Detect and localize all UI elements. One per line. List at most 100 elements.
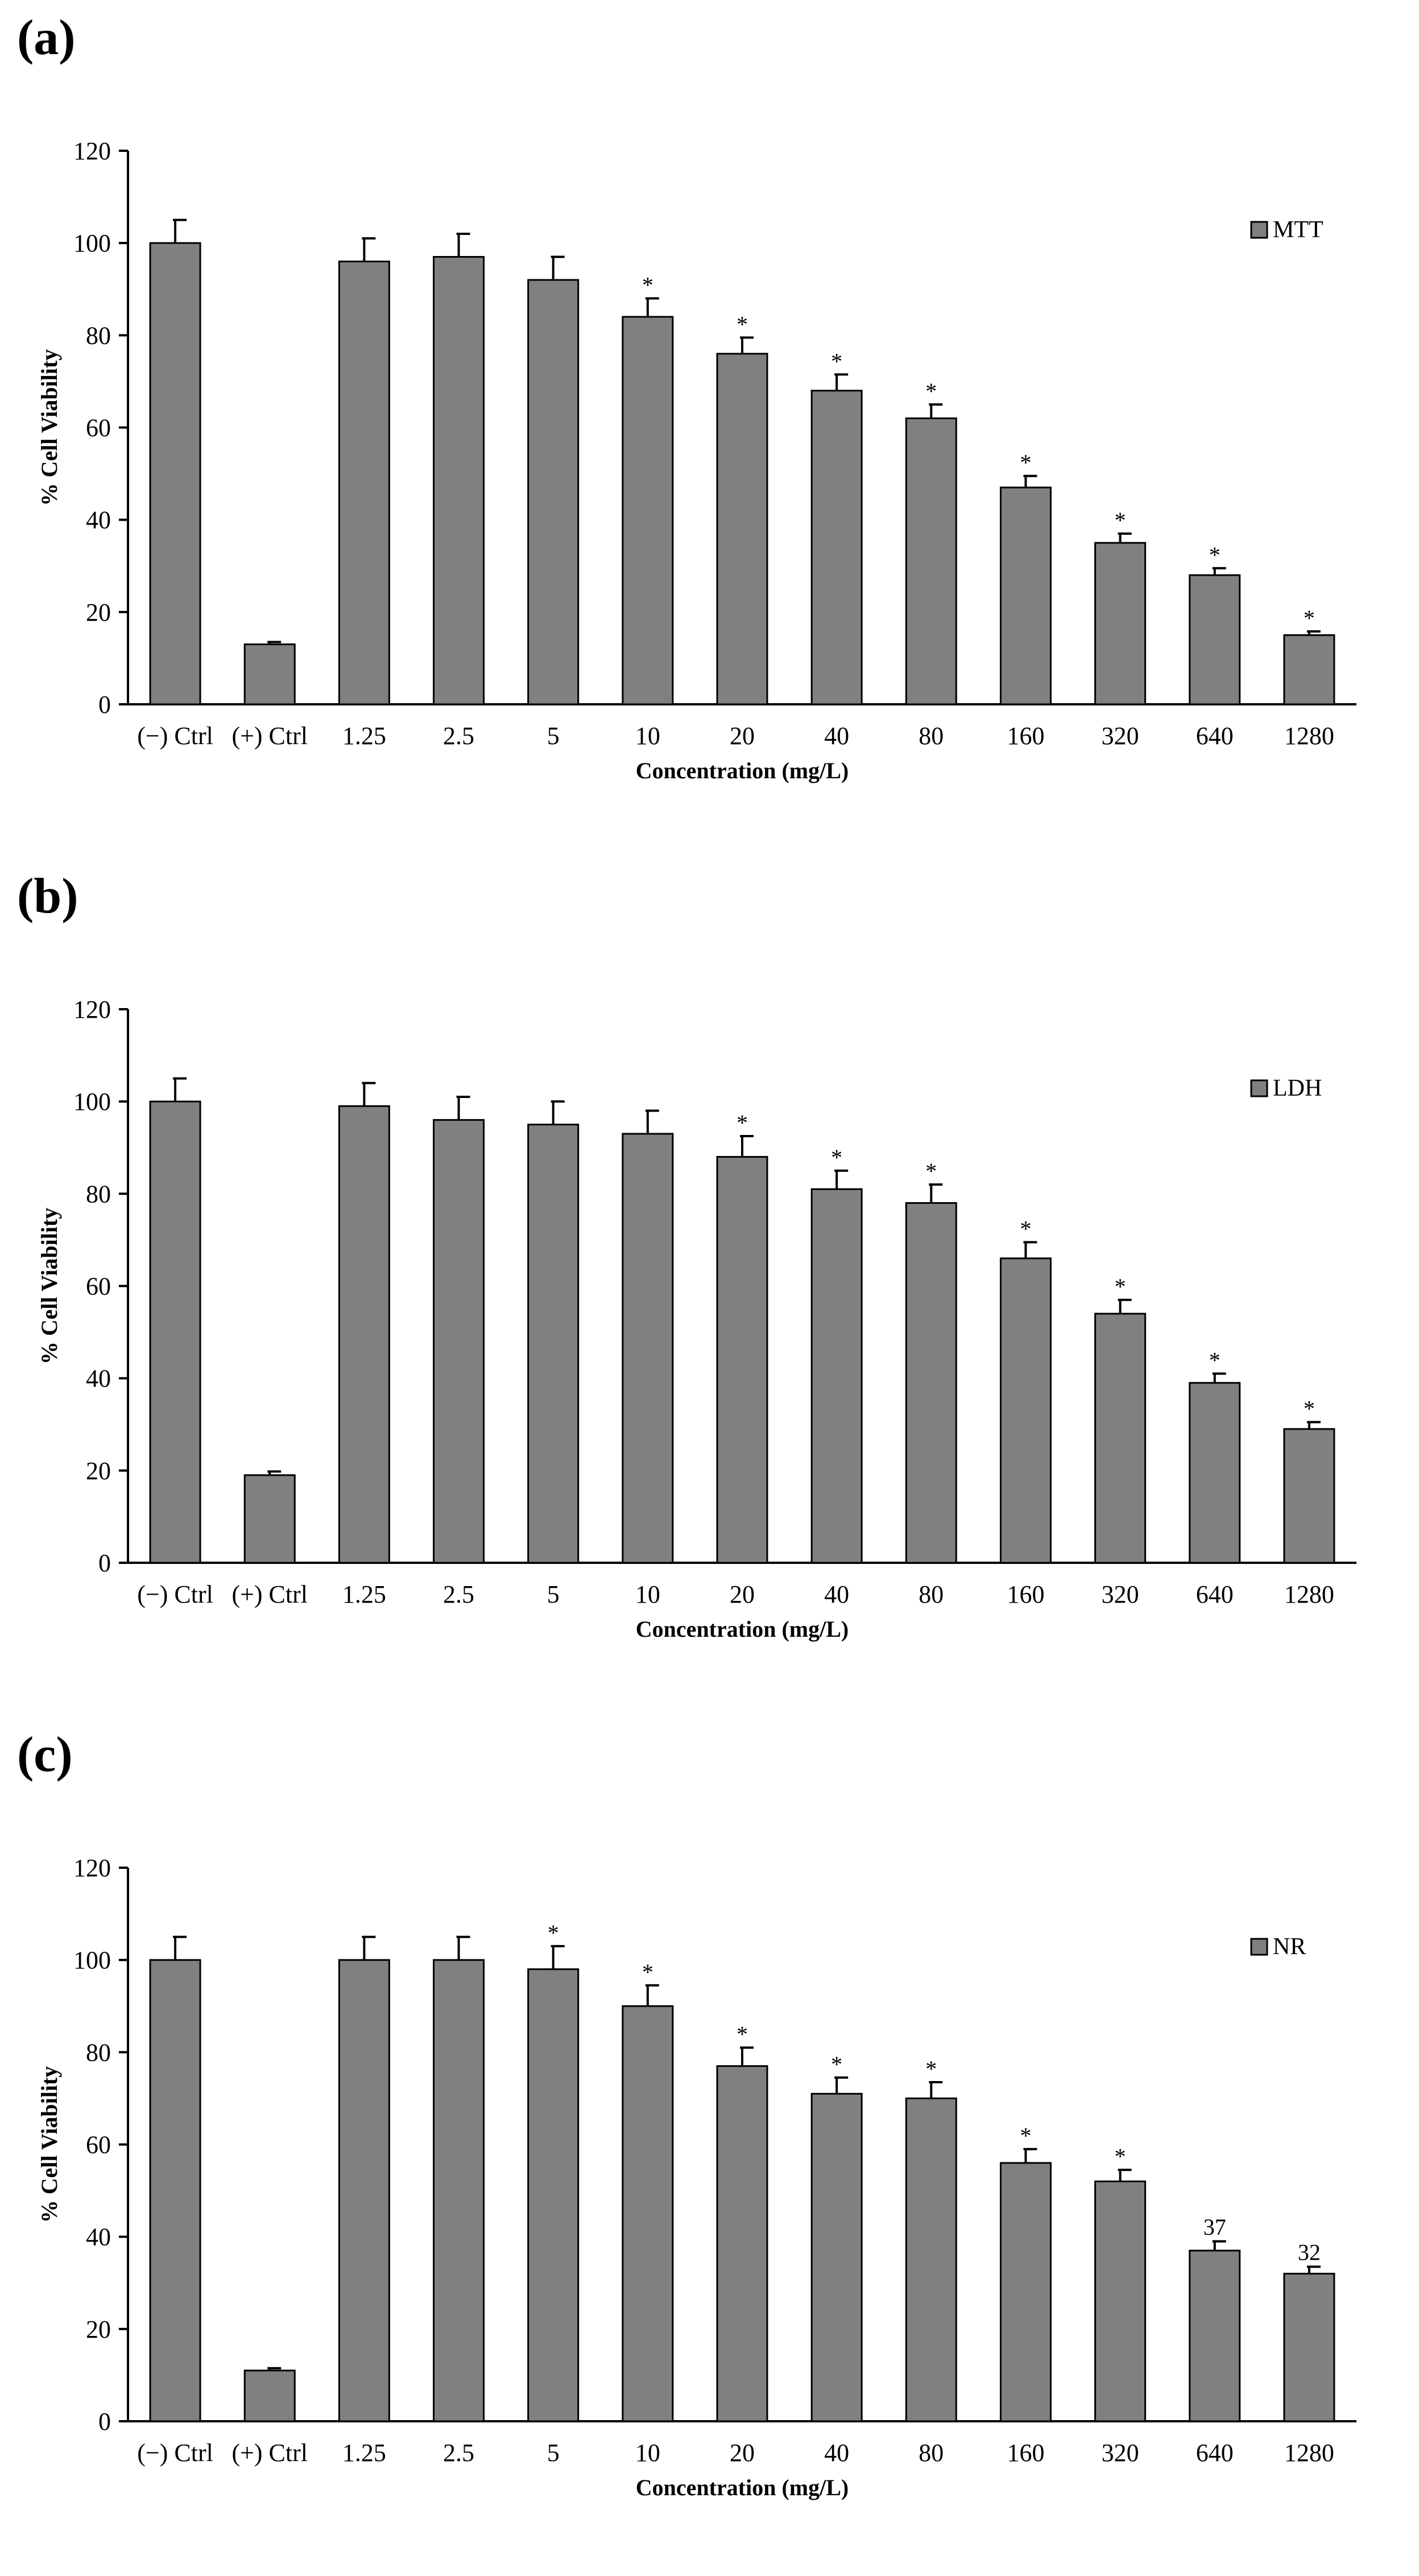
bar bbox=[1094, 1312, 1147, 1564]
x-tick-label: 160 bbox=[1007, 722, 1044, 750]
y-tick-label: 0 bbox=[98, 1549, 111, 1577]
bar bbox=[810, 1188, 863, 1564]
bar bbox=[1189, 1382, 1241, 1564]
y-tick-label: 100 bbox=[73, 229, 111, 257]
bar bbox=[905, 2097, 957, 2422]
y-tick-label: 120 bbox=[73, 996, 111, 1023]
bar bbox=[243, 1474, 296, 1564]
x-tick-label: (−) Ctrl bbox=[137, 1580, 213, 1608]
significance-marker: * bbox=[831, 1145, 842, 1170]
bar bbox=[1283, 2273, 1335, 2422]
x-tick-label: 1.25 bbox=[342, 1580, 386, 1608]
bar bbox=[1094, 542, 1147, 705]
x-tick-label: 80 bbox=[919, 2439, 944, 2467]
x-tick-label: 640 bbox=[1196, 722, 1234, 750]
y-tick-label: 40 bbox=[86, 506, 111, 534]
bar bbox=[905, 1202, 957, 1564]
legend-label: MTT bbox=[1273, 217, 1323, 243]
x-tick-label: 1280 bbox=[1284, 1580, 1334, 1608]
x-tick-label: 10 bbox=[635, 722, 660, 750]
x-tick-label: 640 bbox=[1196, 2439, 1234, 2467]
y-tick-label: 80 bbox=[86, 2038, 111, 2066]
bar bbox=[1283, 1428, 1335, 1564]
x-tick-label: 2.5 bbox=[443, 722, 474, 750]
y-tick-label: 100 bbox=[73, 1946, 111, 1974]
bar bbox=[149, 242, 201, 705]
bar bbox=[433, 255, 485, 705]
x-axis-title: Concentration (mg/L) bbox=[636, 2475, 849, 2500]
x-tick-label: 1280 bbox=[1284, 722, 1334, 750]
y-tick-label: 60 bbox=[86, 2131, 111, 2159]
significance-marker: * bbox=[642, 1959, 653, 1985]
x-tick-label: 5 bbox=[547, 1580, 560, 1608]
bar bbox=[810, 390, 863, 705]
significance-marker: * bbox=[737, 311, 748, 337]
significance-marker: * bbox=[831, 2051, 842, 2077]
x-tick-label: (+) Ctrl bbox=[231, 2439, 308, 2467]
x-tick-label: 320 bbox=[1102, 722, 1139, 750]
x-tick-label: 640 bbox=[1196, 1580, 1234, 1608]
x-tick-label: 160 bbox=[1007, 1580, 1044, 1608]
significance-marker: * bbox=[1020, 2123, 1031, 2149]
bar bbox=[716, 2065, 768, 2422]
bar bbox=[527, 1968, 580, 2422]
bar bbox=[338, 261, 390, 705]
x-tick-label: 320 bbox=[1102, 1580, 1139, 1608]
bar bbox=[527, 279, 580, 705]
bar bbox=[1189, 574, 1241, 705]
x-tick-label: 80 bbox=[919, 1580, 944, 1608]
chart-panel-a: (a) 0 20 40 60 80 100 120 % Cell Viability (−) Ct… bbox=[0, 0, 1419, 858]
y-tick-label: 40 bbox=[86, 2223, 111, 2251]
bar bbox=[622, 1133, 674, 1564]
bar bbox=[243, 643, 296, 705]
significance-marker: * bbox=[1115, 1274, 1126, 1299]
y-tick-label: 0 bbox=[98, 691, 111, 719]
x-tick-label: 2.5 bbox=[443, 1580, 474, 1608]
x-tick-label: 80 bbox=[919, 722, 944, 750]
bar bbox=[622, 316, 674, 705]
y-tick-label: 80 bbox=[86, 321, 111, 349]
legend-swatch bbox=[1250, 1938, 1268, 1956]
panel-label: (b) bbox=[17, 869, 78, 924]
y-tick-label: 60 bbox=[86, 1273, 111, 1301]
significance-marker: * bbox=[925, 2056, 937, 2082]
x-tick-label: 320 bbox=[1102, 2439, 1139, 2467]
bar bbox=[527, 1124, 580, 1564]
y-tick-label: 0 bbox=[98, 2408, 111, 2435]
x-tick-label: (−) Ctrl bbox=[137, 722, 213, 750]
panel-label: (a) bbox=[17, 10, 76, 65]
y-tick-label: 120 bbox=[73, 1854, 111, 1882]
significance-marker: * bbox=[1209, 542, 1221, 568]
chart-panel-c: (c) 0 20 40 60 80 100 120 % Cell Viability (−) Ct… bbox=[0, 1717, 1419, 2575]
bar bbox=[149, 1959, 201, 2422]
y-tick-label: 40 bbox=[86, 1365, 111, 1393]
x-tick-label: 20 bbox=[730, 1580, 755, 1608]
legend-label: LDH bbox=[1273, 1075, 1322, 1101]
x-axis-title: Concentration (mg/L) bbox=[636, 1616, 849, 1642]
y-tick-label: 80 bbox=[86, 1180, 111, 1208]
bar bbox=[149, 1100, 201, 1564]
bar bbox=[433, 1119, 485, 1564]
y-tick-label: 120 bbox=[73, 137, 111, 165]
bar bbox=[999, 2162, 1052, 2422]
bar bbox=[1283, 634, 1335, 705]
significance-marker: * bbox=[925, 378, 937, 404]
y-tick-label: 20 bbox=[86, 2315, 111, 2343]
legend-label: NR bbox=[1273, 1934, 1306, 1960]
y-axis-title: % Cell Viability bbox=[36, 1208, 62, 1365]
bar bbox=[1189, 2249, 1241, 2422]
y-tick-label: 20 bbox=[86, 598, 111, 626]
bar bbox=[999, 486, 1052, 705]
significance-marker: * bbox=[925, 1158, 937, 1184]
legend-swatch bbox=[1250, 1079, 1268, 1097]
significance-marker: * bbox=[1304, 605, 1315, 631]
y-axis-title: % Cell Viability bbox=[36, 349, 62, 506]
bar bbox=[999, 1257, 1052, 1564]
significance-marker: * bbox=[1304, 1396, 1315, 1422]
y-tick-label: 60 bbox=[86, 414, 111, 442]
x-tick-label: 160 bbox=[1007, 2439, 1044, 2467]
bar bbox=[810, 2092, 863, 2422]
x-tick-label: 1280 bbox=[1284, 2439, 1334, 2467]
x-tick-label: 20 bbox=[730, 2439, 755, 2467]
legend-swatch bbox=[1250, 221, 1268, 239]
